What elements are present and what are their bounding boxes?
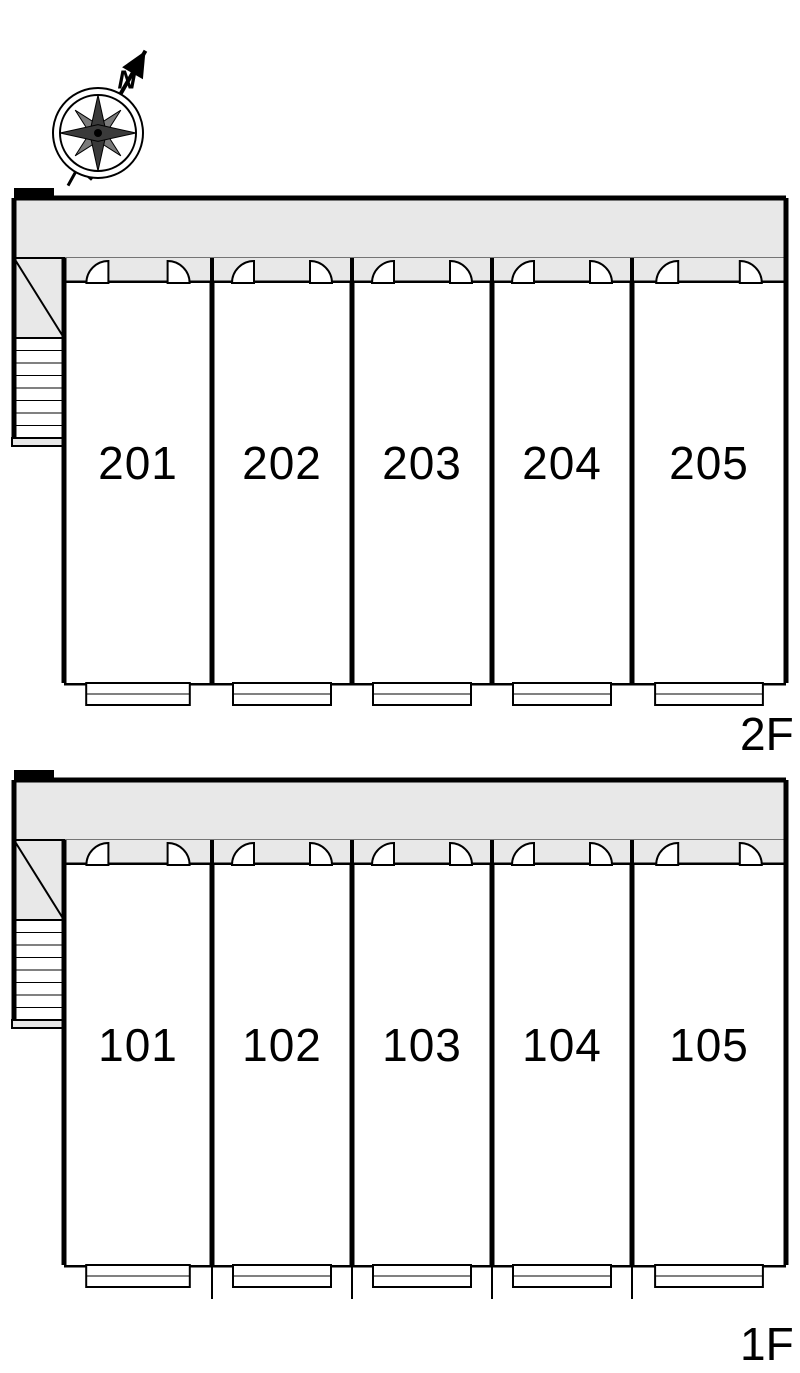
floor-label: 2F: [740, 708, 794, 760]
stairs-icon: [12, 233, 66, 446]
unit-202: 202: [212, 258, 352, 705]
unit-201: 201: [64, 258, 212, 705]
floor-plan-2f: 201 202 203 204 205 2F: [12, 188, 794, 760]
unit-label: 101: [98, 1019, 178, 1071]
floor-plan-1f: 101 102 103 104 105 1F: [12, 770, 794, 1370]
floor-label: 1F: [740, 1318, 794, 1370]
unit-label: 202: [242, 437, 322, 489]
unit-103: 103: [352, 840, 492, 1299]
unit-label: 201: [98, 437, 178, 489]
unit-102: 102: [212, 840, 352, 1299]
unit-label: 203: [382, 437, 462, 489]
unit-label: 102: [242, 1019, 322, 1071]
unit-203: 203: [352, 258, 492, 705]
unit-label: 205: [669, 437, 749, 489]
unit-label: 105: [669, 1019, 749, 1071]
stairs-icon: [12, 815, 66, 1028]
unit-label: 103: [382, 1019, 462, 1071]
unit-101: 101: [64, 840, 212, 1287]
unit-label: 104: [522, 1019, 602, 1071]
unit-label: 204: [522, 437, 602, 489]
compass-icon: N: [53, 51, 146, 186]
unit-104: 104: [492, 840, 632, 1299]
compass-n-label: N: [118, 65, 138, 95]
unit-204: 204: [492, 258, 632, 705]
